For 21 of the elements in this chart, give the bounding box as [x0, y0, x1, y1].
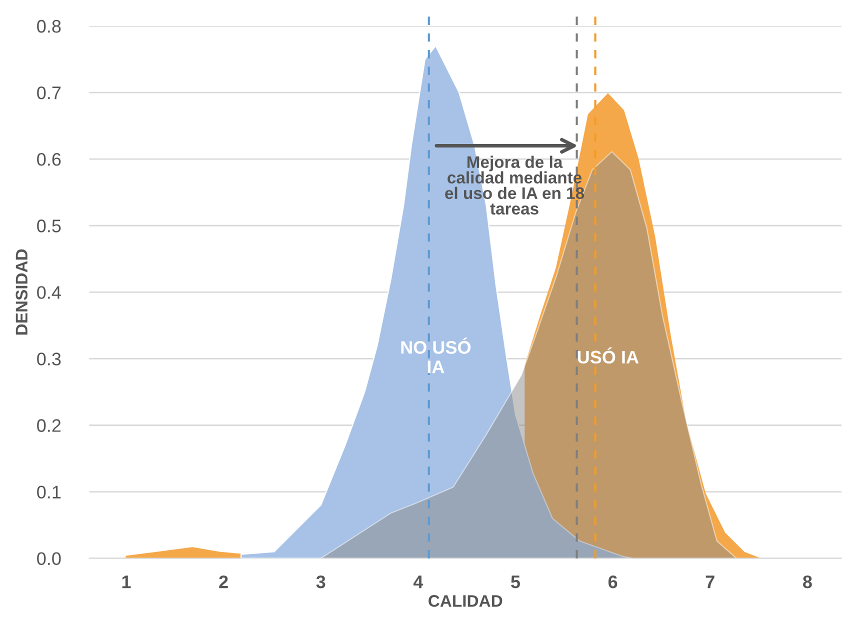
x-tick-label: 4: [413, 576, 424, 588]
x-tick-label: 5: [511, 576, 520, 588]
y-axis-title: DENSIDAD: [16, 249, 28, 335]
series-label: USÓ IA: [578, 347, 639, 364]
y-tick-label: 0.0: [37, 552, 61, 566]
y-tick-label: 0.5: [37, 220, 61, 232]
x-tick-label: 8: [802, 575, 812, 588]
x-tick-label: 1: [122, 576, 131, 588]
y-tick-label: 0.4: [37, 286, 61, 299]
y-tick-label: 0.7: [37, 86, 61, 100]
x-tick-label: 3: [316, 575, 326, 588]
series-label: NO USÓ IA: [401, 338, 471, 374]
x-axis-title: CALIDAD: [428, 595, 502, 607]
x-tick-label: 7: [706, 576, 714, 588]
x-tick-label: 6: [608, 575, 618, 588]
y-tick-label: 0.3: [37, 352, 61, 366]
y-tick-label: 0.1: [37, 486, 61, 499]
y-tick-label: 0.6: [37, 153, 61, 166]
y-tick-label: 0.2: [37, 419, 61, 432]
x-tick-label: 2: [219, 575, 228, 588]
y-tick-label: 0.8: [37, 20, 61, 33]
